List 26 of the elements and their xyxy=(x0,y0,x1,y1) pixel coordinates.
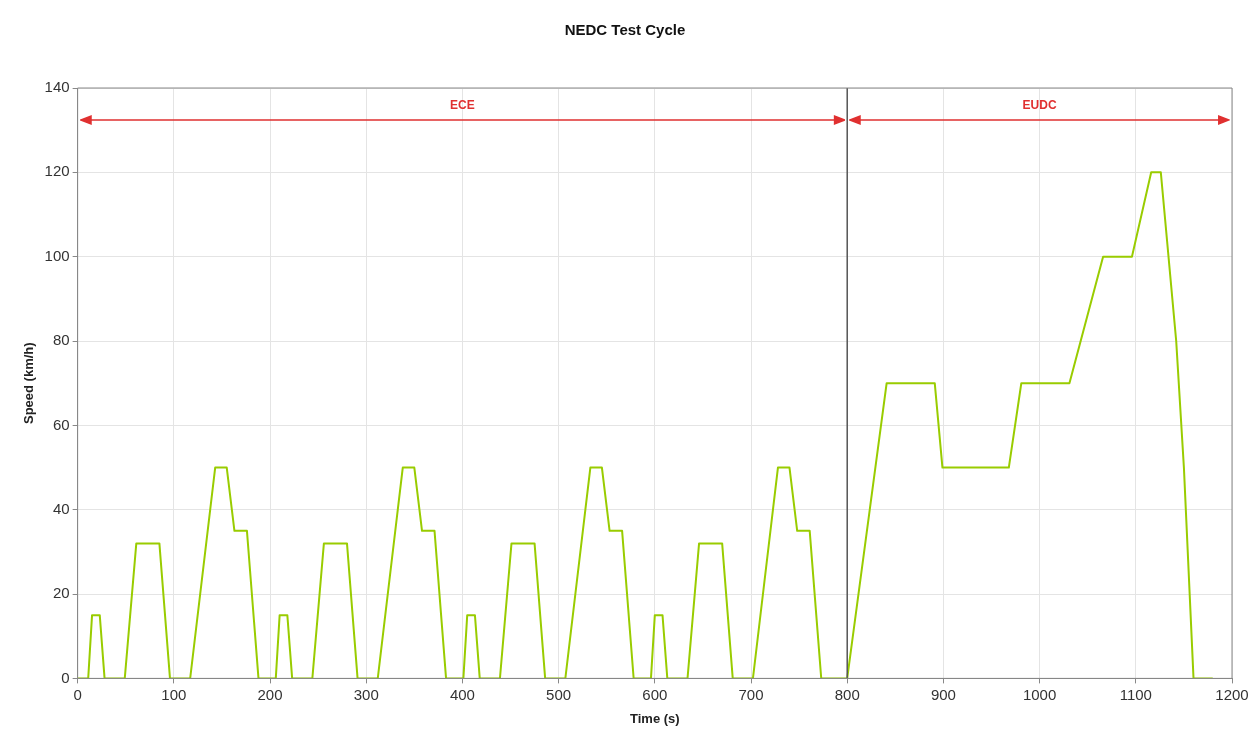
y-tick-label: 100 xyxy=(44,246,70,264)
x-axis-title: Time (s) xyxy=(630,710,680,726)
x-tick-label: 100 xyxy=(161,685,187,703)
y-tick-label: 60 xyxy=(52,415,70,433)
y-tick-label: 120 xyxy=(44,162,70,180)
x-tick-label: 300 xyxy=(353,685,379,703)
annotation: EUDC xyxy=(1022,98,1057,113)
x-tick-label: 1100 xyxy=(1119,685,1152,703)
x-tick-label: 400 xyxy=(449,685,475,703)
y-tick-label: 0 xyxy=(61,668,70,686)
annotation: ECE xyxy=(450,98,475,113)
y-axis-title: Speed (km/h) xyxy=(21,342,37,425)
y-tick-label: 40 xyxy=(52,499,70,517)
y-tick-label: 80 xyxy=(52,331,70,349)
x-tick-label: 200 xyxy=(257,685,283,703)
chart-title: NEDC Test Cycle xyxy=(564,21,686,39)
x-tick-label: 1000 xyxy=(1022,685,1057,703)
x-tick-label: 700 xyxy=(738,685,764,703)
y-tick-label: 140 xyxy=(44,78,70,96)
x-tick-label: 800 xyxy=(834,685,860,703)
x-tick-label: 0 xyxy=(73,685,82,703)
x-tick-label: 600 xyxy=(642,685,668,703)
x-tick-label: 500 xyxy=(546,685,572,703)
x-tick-label: 900 xyxy=(930,685,956,703)
x-tick-label: 1200 xyxy=(1215,685,1249,703)
y-tick-label: 20 xyxy=(52,584,70,602)
